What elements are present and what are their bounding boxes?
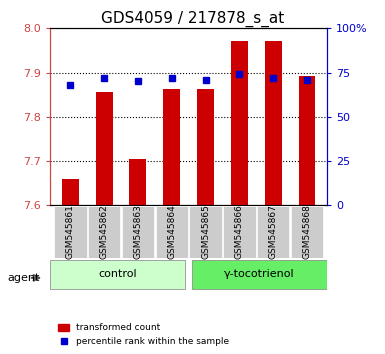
Text: GDS4059 / 217878_s_at: GDS4059 / 217878_s_at — [101, 11, 284, 27]
FancyBboxPatch shape — [54, 206, 87, 258]
Bar — [197, 90, 214, 205]
FancyBboxPatch shape — [156, 206, 188, 258]
Bar — [298, 76, 315, 205]
Text: GSM545867: GSM545867 — [269, 204, 278, 259]
Text: GSM545868: GSM545868 — [303, 204, 311, 259]
Text: γ-tocotrienol: γ-tocotrienol — [224, 269, 295, 279]
FancyBboxPatch shape — [50, 260, 185, 289]
Text: control: control — [98, 269, 137, 279]
Bar — [231, 41, 248, 205]
Bar — [265, 41, 281, 205]
Text: GSM545863: GSM545863 — [134, 204, 142, 259]
Bar — [62, 179, 79, 205]
Legend: transformed count, percentile rank within the sample: transformed count, percentile rank withi… — [55, 320, 233, 349]
Text: GSM545861: GSM545861 — [66, 204, 75, 259]
FancyBboxPatch shape — [88, 206, 121, 258]
FancyBboxPatch shape — [257, 206, 290, 258]
Bar — [96, 92, 112, 205]
FancyBboxPatch shape — [291, 206, 323, 258]
FancyBboxPatch shape — [189, 206, 222, 258]
Text: GSM545862: GSM545862 — [100, 205, 109, 259]
Bar — [129, 159, 146, 205]
Bar — [163, 90, 180, 205]
Text: agent: agent — [8, 273, 40, 283]
FancyBboxPatch shape — [192, 260, 327, 289]
Text: GSM545865: GSM545865 — [201, 204, 210, 259]
Text: GSM545866: GSM545866 — [235, 204, 244, 259]
FancyBboxPatch shape — [223, 206, 256, 258]
Text: GSM545864: GSM545864 — [167, 205, 176, 259]
FancyBboxPatch shape — [122, 206, 154, 258]
